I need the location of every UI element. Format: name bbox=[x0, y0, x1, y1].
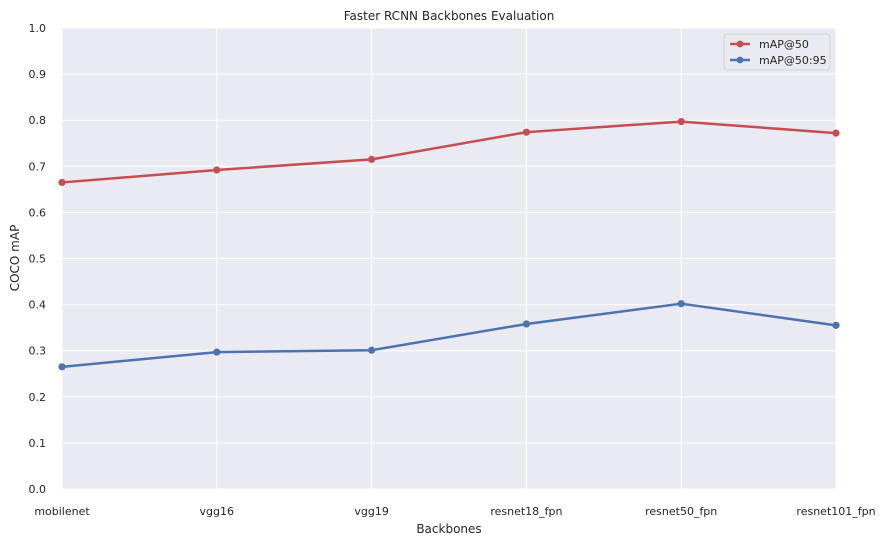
data-point bbox=[677, 117, 685, 126]
data-point bbox=[677, 300, 685, 308]
series-line-1 bbox=[61, 302, 837, 369]
y-tick-label: 0.2 bbox=[29, 391, 47, 404]
y-tick-label: 0.9 bbox=[29, 68, 47, 81]
data-point bbox=[368, 346, 376, 354]
y-tick-label: 0.4 bbox=[29, 299, 47, 312]
data-point bbox=[368, 155, 376, 163]
legend-marker-1 bbox=[736, 56, 744, 64]
data-point bbox=[213, 166, 221, 174]
y-tick-label: 0.3 bbox=[29, 345, 47, 358]
x-tick-label: vgg16 bbox=[200, 505, 234, 518]
legend-box bbox=[723, 33, 831, 71]
y-tick-label: 0.1 bbox=[29, 437, 47, 450]
data-point bbox=[832, 129, 840, 137]
data-point bbox=[58, 178, 66, 187]
x-tick-label: resnet101_fpn bbox=[796, 505, 875, 518]
y-tick-labels: 0.0 0.1 0.2 0.3 0.4 0.5 0.6 0.7 0.8 0.9 1.0 bbox=[29, 22, 47, 496]
y-tick-label: 0.0 bbox=[29, 483, 47, 496]
legend-label-1: mAP@50:95 bbox=[759, 54, 827, 67]
legend: mAP@50 mAP@50:95 bbox=[723, 33, 831, 71]
x-tick-label: resnet18_fpn bbox=[490, 505, 562, 518]
data-point bbox=[213, 348, 221, 356]
legend-label-0: mAP@50 bbox=[759, 38, 809, 51]
x-tick-label: resnet50_fpn bbox=[645, 505, 717, 518]
data-point bbox=[58, 363, 66, 371]
y-axis-label: COCO mAP bbox=[8, 225, 22, 292]
y-tick-label: 0.8 bbox=[29, 114, 47, 127]
data-point bbox=[522, 320, 531, 328]
chart-title: Faster RCNN Backbones Evaluation bbox=[344, 9, 555, 23]
x-tick-label: vgg19 bbox=[354, 505, 388, 518]
grid-lines bbox=[61, 27, 837, 490]
data-point bbox=[522, 128, 531, 136]
y-tick-label: 0.5 bbox=[29, 253, 47, 266]
series-line-0 bbox=[61, 120, 837, 184]
x-tick-label: mobilenet bbox=[34, 505, 90, 518]
data-point bbox=[832, 321, 840, 329]
y-tick-label: 1.0 bbox=[29, 22, 47, 35]
series-lines bbox=[61, 120, 837, 369]
y-tick-label: 0.6 bbox=[29, 206, 47, 219]
x-axis-label: Backbones bbox=[416, 522, 481, 536]
y-tick-label: 0.7 bbox=[29, 160, 47, 173]
x-tick-labels: mobilenet vgg16 vgg19 resnet18_fpn resnet50_… bbox=[34, 505, 875, 518]
legend-marker-0 bbox=[736, 40, 744, 48]
series-points bbox=[58, 117, 840, 371]
